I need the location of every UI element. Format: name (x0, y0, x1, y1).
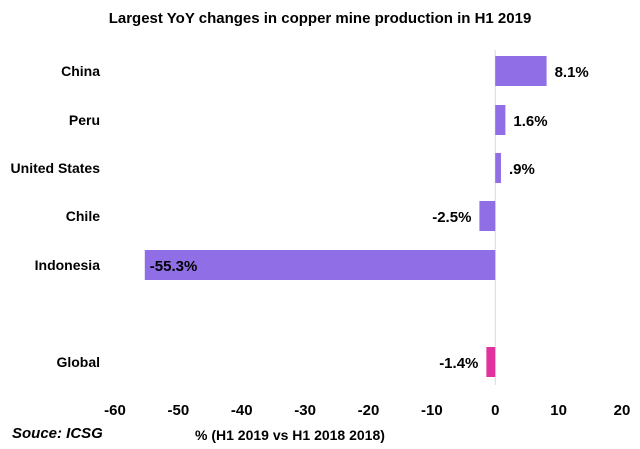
category-label-china: China (61, 63, 100, 79)
x-axis-label: % (H1 2019 vs H1 2018 2018) (195, 427, 385, 443)
category-label-chile: Chile (66, 208, 100, 224)
category-label-global: Global (56, 354, 100, 370)
bar-united-states (495, 153, 501, 183)
x-tick-label: -20 (358, 402, 380, 419)
data-label-chile: -2.5% (432, 209, 471, 226)
x-tick-label: -40 (231, 402, 253, 419)
x-tick-label: -50 (168, 402, 190, 419)
category-label-peru: Peru (69, 112, 100, 128)
bar-china (495, 56, 547, 86)
bar-global (486, 347, 496, 377)
data-label-china: 8.1% (555, 64, 589, 81)
data-label-global: -1.4% (439, 355, 478, 372)
bar-indonesia (144, 250, 496, 280)
x-tick-label: -60 (104, 402, 126, 419)
chart-title: Largest YoY changes in copper mine produ… (108, 10, 532, 27)
data-label-united-states: .9% (509, 161, 535, 178)
data-label-peru: 1.6% (513, 113, 547, 130)
x-tick-label: 20 (614, 402, 631, 419)
x-tick-label: -30 (294, 402, 316, 419)
category-label-united-states: United States (11, 160, 101, 176)
x-tick-label: 10 (550, 402, 567, 419)
x-tick-label: 0 (491, 402, 499, 419)
bar-peru (495, 105, 506, 135)
x-tick-label: -10 (421, 402, 443, 419)
bar-chile (479, 201, 496, 231)
source-note: Souce: ICSG (12, 425, 103, 442)
category-label-indonesia: Indonesia (35, 257, 101, 273)
data-label-indonesia: -55.3% (150, 258, 198, 275)
